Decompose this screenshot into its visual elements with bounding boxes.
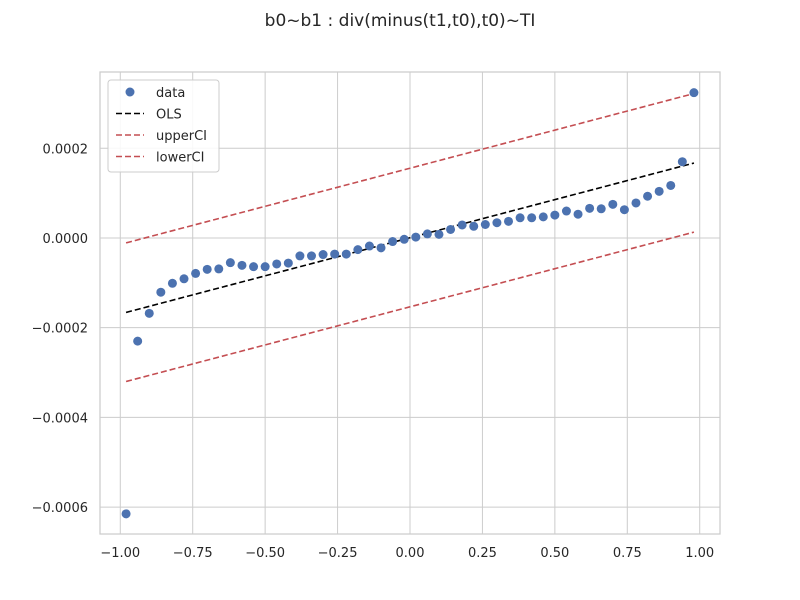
data-point bbox=[550, 210, 560, 220]
data-point bbox=[457, 220, 467, 230]
x-tick-label: 1.00 bbox=[685, 546, 714, 561]
data-point bbox=[608, 199, 618, 209]
legend-label: lowerCI bbox=[156, 151, 204, 166]
data-point bbox=[515, 213, 525, 223]
data-point bbox=[504, 216, 514, 226]
data-point bbox=[191, 268, 201, 278]
x-tick-label: −0.50 bbox=[245, 546, 285, 561]
data-point bbox=[480, 220, 490, 230]
data-point bbox=[225, 258, 235, 268]
legend-label: upperCI bbox=[156, 129, 207, 144]
data-point bbox=[376, 243, 386, 253]
data-point bbox=[561, 206, 571, 216]
data-point bbox=[527, 213, 537, 223]
data-point bbox=[585, 203, 595, 213]
data-point bbox=[364, 241, 374, 251]
data-point bbox=[492, 218, 502, 228]
data-point bbox=[144, 308, 154, 318]
data-point bbox=[666, 180, 676, 190]
data-point bbox=[446, 224, 456, 234]
chart-title: b0~b1 : div(minus(t1,t0),t0)~TI bbox=[265, 11, 536, 31]
data-point bbox=[318, 250, 328, 260]
data-point bbox=[411, 232, 421, 242]
data-point bbox=[330, 249, 340, 259]
series-line-OLS bbox=[125, 162, 695, 314]
x-tick-label: 0.25 bbox=[468, 546, 497, 561]
data-point bbox=[434, 229, 444, 239]
data-point bbox=[167, 278, 177, 288]
x-axis-ticks: −1.00 −0.75 −0.50 −0.25 0.00 0.25 0.50 0.75 1.00 bbox=[100, 546, 714, 561]
legend-box bbox=[107, 79, 220, 173]
y-tick-label: −0.0004 bbox=[32, 411, 88, 426]
data-point bbox=[156, 287, 166, 297]
y-tick-label: −0.0002 bbox=[32, 322, 88, 337]
x-tick-label: −1.00 bbox=[100, 546, 140, 561]
data-point bbox=[399, 234, 409, 244]
data-point bbox=[295, 251, 305, 261]
grid bbox=[100, 72, 720, 534]
data-point bbox=[214, 264, 224, 274]
y-axis-ticks: −0.0006 −0.0004 −0.0002 0.0000 0.0002 bbox=[32, 142, 88, 516]
data-point bbox=[202, 264, 212, 274]
legend-label: OLS bbox=[156, 108, 182, 123]
data-point bbox=[619, 205, 629, 215]
data-point bbox=[249, 262, 259, 272]
data-point bbox=[538, 212, 548, 222]
series-line-lowerCI bbox=[125, 231, 695, 383]
x-tick-label: 0.75 bbox=[613, 546, 642, 561]
y-tick-label: 0.0002 bbox=[43, 142, 89, 157]
data-point bbox=[689, 88, 699, 98]
data-point bbox=[179, 274, 189, 284]
data-point bbox=[631, 198, 641, 208]
data-point bbox=[237, 260, 247, 270]
data-point bbox=[573, 209, 583, 219]
y-tick-label: −0.0006 bbox=[32, 501, 88, 516]
legend: data OLS upperCI lowerCI bbox=[107, 79, 220, 173]
data-point bbox=[341, 249, 351, 259]
data-point bbox=[677, 157, 687, 167]
x-tick-label: 0.00 bbox=[396, 546, 425, 561]
data-point bbox=[469, 221, 479, 231]
series-line-upperCI bbox=[125, 92, 695, 244]
data-point bbox=[388, 237, 398, 247]
data-point bbox=[260, 262, 270, 272]
data-point bbox=[133, 336, 143, 346]
x-tick-label: −0.25 bbox=[318, 546, 358, 561]
legend-label: data bbox=[156, 86, 185, 101]
legend-marker bbox=[125, 87, 135, 97]
data-point bbox=[121, 509, 131, 519]
x-tick-label: 0.50 bbox=[540, 546, 569, 561]
data-point bbox=[283, 258, 293, 268]
data-point bbox=[654, 186, 664, 196]
data-point bbox=[306, 251, 316, 261]
series-layer bbox=[121, 88, 699, 519]
x-tick-label: −0.75 bbox=[173, 546, 213, 561]
data-point bbox=[596, 204, 606, 214]
data-point bbox=[353, 245, 363, 255]
data-point bbox=[272, 259, 282, 269]
data-point bbox=[422, 229, 432, 239]
data-point bbox=[643, 191, 653, 201]
plot-frame bbox=[99, 71, 721, 535]
y-tick-label: 0.0000 bbox=[43, 232, 89, 247]
